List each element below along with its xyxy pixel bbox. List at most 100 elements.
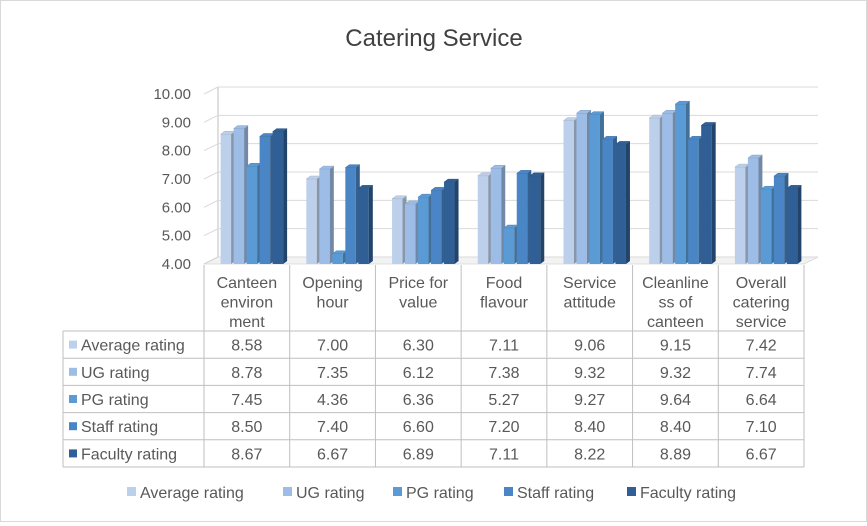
x-tick-label: Price for xyxy=(388,275,448,292)
gridline-side xyxy=(203,86,219,95)
bar-front xyxy=(516,173,528,264)
bar-front xyxy=(773,176,785,264)
bar xyxy=(674,100,691,264)
bar-front xyxy=(675,104,686,264)
bar-side xyxy=(454,179,459,264)
bar-front xyxy=(418,197,429,264)
bar-front xyxy=(345,167,356,264)
table-legend-key xyxy=(69,395,77,403)
legend-swatch xyxy=(504,487,513,496)
bar xyxy=(661,110,678,265)
x-tick-label: Opening xyxy=(302,275,363,292)
data-label: 9.64 xyxy=(660,392,691,409)
bar xyxy=(305,175,322,264)
x-tick-label: Food xyxy=(486,275,522,292)
data-label: 6.30 xyxy=(403,338,434,355)
bar-top xyxy=(700,122,717,126)
bar-front xyxy=(602,139,613,264)
x-tick-label: ment xyxy=(229,314,265,331)
bar-top xyxy=(443,178,460,183)
data-label: 7.38 xyxy=(488,365,519,382)
bar xyxy=(245,163,262,264)
data-label: 9.15 xyxy=(660,338,691,355)
bar xyxy=(747,154,764,264)
y-tick-label: 6.00 xyxy=(162,199,191,216)
bar-front xyxy=(662,113,673,265)
data-label: 7.11 xyxy=(489,338,519,355)
bar-front xyxy=(332,253,343,264)
bar xyxy=(219,130,236,264)
bar xyxy=(271,128,288,264)
table-series-name: Staff rating xyxy=(81,419,158,436)
data-label: 9.27 xyxy=(574,392,605,409)
table-legend-key xyxy=(69,449,77,458)
bar-top xyxy=(674,100,691,105)
bar-front xyxy=(563,120,574,264)
data-label: 7.10 xyxy=(746,419,777,436)
bar xyxy=(430,187,447,264)
x-tick-label: Overall xyxy=(736,275,787,292)
bar-front xyxy=(760,189,772,264)
bar xyxy=(588,111,605,264)
bar-top xyxy=(614,141,631,145)
bar-front xyxy=(272,131,284,264)
bar-side xyxy=(540,172,545,264)
legend-swatch xyxy=(627,487,636,496)
bar-front xyxy=(259,136,271,264)
bar-top xyxy=(490,164,506,169)
data-label: 8.40 xyxy=(574,419,605,436)
data-label: 9.32 xyxy=(660,365,691,382)
table-series-name: Average rating xyxy=(81,338,185,355)
bar xyxy=(648,114,665,264)
bar-top xyxy=(516,170,532,174)
bar-front xyxy=(589,114,600,264)
legend-label: Faculty rating xyxy=(640,485,736,502)
y-tick-label: 7.00 xyxy=(162,171,191,188)
bar-front xyxy=(319,169,330,264)
bar-top xyxy=(318,165,335,170)
x-tick-label: ss of xyxy=(659,295,693,312)
bar xyxy=(529,172,545,264)
legend: Average rating UG rating PG rating Staff ra… xyxy=(127,485,736,502)
bar xyxy=(344,164,361,264)
gridline-side xyxy=(203,114,219,123)
bar xyxy=(562,117,579,264)
y-tick-label: 5.00 xyxy=(162,228,191,245)
bar-front xyxy=(392,198,403,264)
bar-front xyxy=(220,134,232,264)
bar xyxy=(734,163,751,264)
bar-front xyxy=(615,144,626,264)
data-label: 8.22 xyxy=(574,446,605,463)
data-label: 7.40 xyxy=(317,419,348,436)
x-tick-label: catering xyxy=(733,295,790,312)
data-label: 6.67 xyxy=(317,446,348,463)
bar-front xyxy=(233,128,245,264)
chart-title: Catering Service xyxy=(345,25,522,52)
bar-front xyxy=(503,228,515,264)
x-tick-label: canteen xyxy=(647,314,704,331)
data-table: Canteen environ ment Opening hour Price for va… xyxy=(62,265,805,468)
bar-top xyxy=(786,185,803,189)
bar-top xyxy=(773,172,790,177)
gridline-side xyxy=(203,171,219,180)
y-tick-label: 9.00 xyxy=(162,114,191,131)
bar-top xyxy=(601,136,618,140)
bar-side xyxy=(797,185,802,264)
bar-front xyxy=(734,167,746,264)
data-label: 9.32 xyxy=(574,365,605,382)
bar xyxy=(773,172,790,264)
table-legend-key xyxy=(69,422,77,431)
bar-side xyxy=(283,128,288,264)
data-label: 6.64 xyxy=(746,392,777,409)
bar-side xyxy=(625,141,630,264)
data-label: 4.36 xyxy=(317,392,348,409)
bar-front xyxy=(786,188,798,264)
data-label: 7.45 xyxy=(231,392,262,409)
y-tick-label: 4.00 xyxy=(162,256,191,273)
bar-top xyxy=(747,154,764,159)
bar-front xyxy=(405,203,416,264)
x-tick-label: flavour xyxy=(480,295,529,312)
x-tick-label: value xyxy=(399,295,437,312)
table-legend-key xyxy=(69,340,77,349)
